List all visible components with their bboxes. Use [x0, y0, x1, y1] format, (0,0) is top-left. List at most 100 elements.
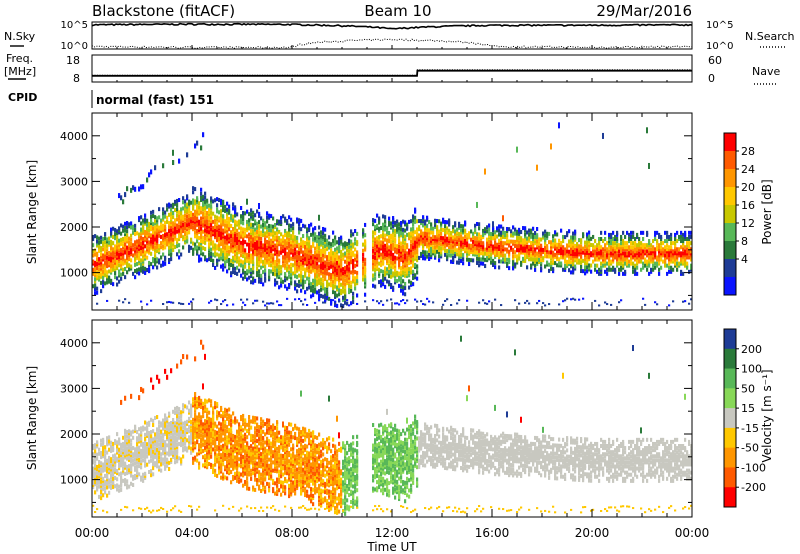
echo-cell: [554, 261, 557, 266]
echo-cell: [220, 200, 223, 205]
echo-cell: [320, 267, 323, 272]
echo-cell: [372, 261, 375, 266]
echo-cell: [266, 302, 269, 305]
echo-cell: [354, 229, 357, 234]
echo-cell: [636, 251, 639, 256]
echo-cell: [562, 249, 565, 254]
echo-cell: [378, 237, 381, 242]
echo-cell: [190, 215, 193, 220]
echo-cell: [256, 258, 259, 263]
echo-cell: [320, 263, 323, 268]
echo-cell: [252, 231, 255, 236]
echo-cell: [288, 233, 291, 238]
echo-cell: [502, 259, 505, 264]
echo-cell: [346, 274, 349, 279]
echo-cell: [502, 257, 505, 262]
echo-cell: [346, 301, 349, 306]
echo-cell: [444, 224, 447, 229]
echo-cell: [220, 242, 223, 247]
echo-cell: [278, 242, 281, 247]
echo-cell: [102, 482, 105, 487]
echo-cell: [492, 232, 495, 237]
echo-cell: [204, 222, 207, 227]
echo-cell: [334, 284, 337, 289]
echo-cell: [428, 242, 431, 247]
echo-cell: [350, 270, 353, 275]
echo-cell: [614, 269, 617, 274]
echo-cell: [634, 249, 637, 254]
echo-cell: [492, 244, 495, 249]
echo-cell: [452, 225, 455, 230]
echo-cell: [574, 264, 577, 269]
echo-cell: [288, 258, 291, 263]
echo-cell: [134, 275, 137, 280]
echo-cell: [638, 237, 641, 242]
echo-cell: [348, 277, 351, 282]
echo-cell: [124, 465, 127, 470]
echo-cell: [130, 469, 133, 474]
echo-cell: [192, 298, 195, 301]
echo-cell: [348, 240, 351, 245]
echo-cell: [132, 454, 135, 459]
echo-cell: [662, 241, 665, 246]
echo-cell: [608, 239, 611, 244]
echo-cell: [458, 252, 461, 257]
echo-cell: [380, 244, 383, 249]
echo-cell: [182, 206, 185, 211]
echo-cell: [352, 258, 355, 263]
echo-cell: [142, 253, 145, 258]
echo-cell: [604, 263, 607, 268]
echo-cell: [92, 468, 95, 473]
echo-cell: [330, 277, 333, 282]
echo-cell: [326, 246, 329, 251]
echo-cell: [408, 248, 411, 253]
echo-cell: [376, 225, 379, 230]
echo-cell: [112, 249, 115, 254]
echo-cell: [330, 283, 333, 288]
echo-cell: [592, 251, 595, 256]
echo-cell: [122, 441, 125, 446]
echo-cell: [160, 263, 163, 268]
echo-cell: [100, 248, 103, 253]
echo-cell: [572, 247, 575, 252]
echo-cell: [266, 244, 269, 249]
echo-cell: [534, 247, 537, 252]
echo-cell: [548, 240, 551, 245]
echo-cell: [178, 216, 181, 221]
echo-cell: [214, 245, 217, 250]
echo-cell: [188, 201, 191, 206]
echo-cell: [248, 224, 251, 229]
echo-cell: [116, 266, 119, 271]
echo-cell: [144, 254, 147, 259]
echo-cell: [566, 261, 569, 266]
echo-cell: [234, 238, 237, 243]
echo-cell: [144, 229, 147, 234]
echo-cell: [356, 260, 359, 265]
echo-cell: [182, 229, 185, 234]
echo-cell: [226, 228, 229, 233]
echo-cell: [144, 256, 147, 261]
echo-cell: [426, 297, 429, 300]
echo-cell: [292, 271, 295, 276]
echo-cell: [214, 243, 217, 248]
echo-cell: [620, 257, 623, 262]
echo-cell: [158, 246, 161, 251]
echo-cell: [482, 253, 485, 258]
echo-cell: [128, 246, 131, 251]
echo-cell: [144, 268, 147, 273]
echo-cell: [364, 284, 367, 289]
echo-cell: [104, 248, 107, 253]
echo-cell: [252, 270, 255, 275]
echo-cell: [614, 253, 617, 258]
echo-cell: [444, 228, 447, 233]
echo-cell: [338, 247, 341, 252]
echo-cell: [248, 236, 251, 241]
echo-cell: [186, 152, 189, 158]
echo-cell: [308, 236, 311, 241]
echo-cell: [104, 473, 107, 478]
echo-cell: [536, 241, 539, 246]
echo-cell: [334, 266, 337, 271]
echo-cell: [476, 232, 479, 237]
echo-cell: [222, 257, 225, 262]
echo-cell: [206, 221, 209, 226]
